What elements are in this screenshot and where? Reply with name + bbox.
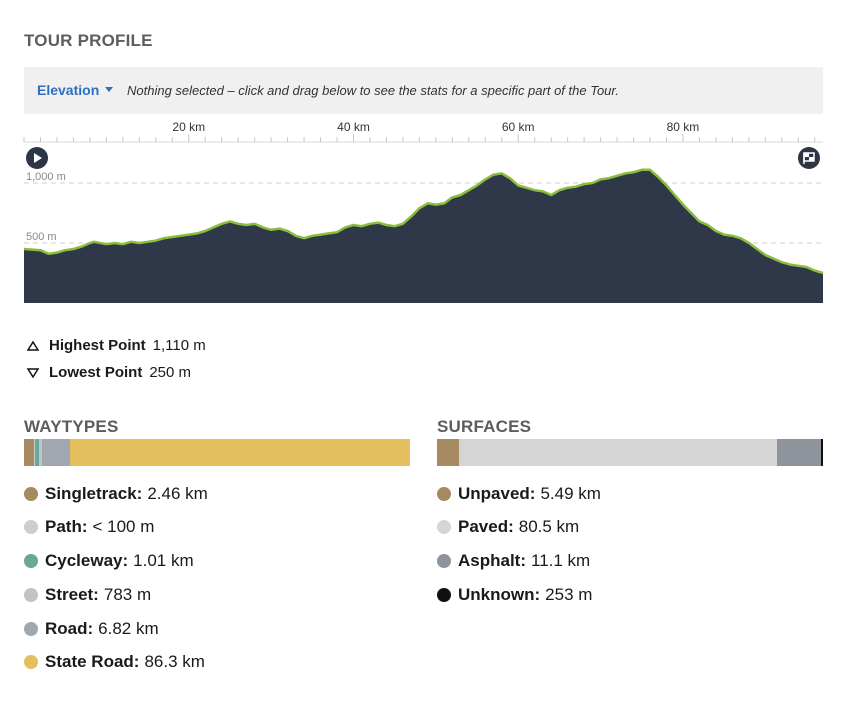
legend-name: Cycleway: [45, 551, 129, 570]
legend-value: 5.49 km [540, 484, 601, 503]
waytype-legend-singletrack[interactable]: Singletrack: 2.46 km [24, 484, 208, 504]
play-icon [34, 153, 42, 163]
elevation-profile-chart[interactable]: 20 km 40 km 60 km 80 km 1,000 m 500 m [0, 114, 842, 306]
waytype-segment-2[interactable] [35, 439, 40, 466]
waytype-segment-3[interactable] [39, 439, 43, 466]
waytype-segment-0[interactable] [24, 439, 35, 466]
surface-legend-unknown[interactable]: Unknown: 253 m [437, 585, 592, 605]
surface-legend-paved[interactable]: Paved: 80.5 km [437, 517, 579, 537]
legend-value: 1.01 km [133, 551, 194, 570]
triangle-up-icon [26, 340, 40, 351]
finish-marker[interactable] [798, 147, 820, 169]
profile-toolbar: Elevation Nothing selected – click and d… [24, 67, 823, 114]
lowest-point-label: Lowest Point [49, 364, 143, 381]
legend-name: Paved: [458, 517, 514, 536]
legend-name: State Road: [45, 652, 140, 671]
start-marker[interactable] [26, 147, 48, 169]
legend-value: 253 m [545, 585, 593, 604]
color-dot-icon [24, 487, 38, 501]
legend-name: Road: [45, 619, 94, 638]
elevation-area [24, 169, 823, 303]
legend-name: Singletrack: [45, 484, 143, 503]
page-title: TOUR PROFILE [24, 31, 153, 50]
surfaces-title: SURFACES [437, 417, 532, 436]
surface-segment-1[interactable] [458, 439, 778, 466]
legend-value: 783 m [103, 585, 152, 604]
y-tick-label: 500 m [26, 231, 57, 243]
color-dot-icon [24, 588, 38, 602]
color-dot-icon [24, 622, 38, 636]
metric-dropdown-label: Elevation [37, 82, 100, 98]
legend-name: Path: [45, 517, 88, 536]
waytype-legend-road[interactable]: Road: 6.82 km [24, 619, 159, 639]
highest-point-value: 1,110 m [152, 337, 206, 354]
highest-point-row: Highest Point 1,110 m [26, 337, 206, 354]
color-dot-icon [437, 554, 451, 568]
x-tick-label: 80 km [667, 120, 700, 134]
surface-segment-2[interactable] [777, 439, 822, 466]
waytype-legend-path[interactable]: Path: < 100 m [24, 517, 154, 537]
waytype-legend-street[interactable]: Street: 783 m [24, 585, 151, 605]
legend-value: 86.3 km [144, 652, 205, 671]
selection-hint: Nothing selected – click and drag below … [127, 83, 619, 98]
surfaces-bar[interactable] [437, 439, 823, 466]
color-dot-icon [24, 655, 38, 669]
color-dot-icon [437, 588, 451, 602]
waytype-legend-cycleway[interactable]: Cycleway: 1.01 km [24, 551, 194, 571]
color-dot-icon [437, 520, 451, 534]
surface-legend-unpaved[interactable]: Unpaved: 5.49 km [437, 484, 601, 504]
x-tick-label: 60 km [502, 120, 535, 134]
x-tick-label: 40 km [337, 120, 370, 134]
color-dot-icon [24, 520, 38, 534]
caret-down-icon [105, 87, 114, 92]
legend-value: 6.82 km [98, 619, 159, 638]
surface-legend-asphalt[interactable]: Asphalt: 11.1 km [437, 551, 590, 571]
surface-segment-0[interactable] [437, 439, 459, 466]
lowest-point-row: Lowest Point 250 m [26, 364, 191, 381]
surface-segment-3[interactable] [821, 439, 823, 466]
legend-value: 11.1 km [531, 551, 591, 570]
waytype-segment-5[interactable] [69, 439, 410, 466]
legend-name: Unpaved: [458, 484, 536, 503]
y-tick-label: 1,000 m [26, 171, 66, 183]
legend-value: < 100 m [92, 517, 155, 536]
waytype-segment-4[interactable] [42, 439, 70, 466]
lowest-point-value: 250 m [149, 364, 192, 381]
highest-point-label: Highest Point [49, 337, 146, 354]
waytype-legend-state-road[interactable]: State Road: 86.3 km [24, 652, 205, 672]
color-dot-icon [437, 487, 451, 501]
legend-name: Unknown: [458, 585, 541, 604]
elevation-profile-svg[interactable]: 20 km 40 km 60 km 80 km 1,000 m 500 m [0, 114, 842, 306]
waytype-segment-1[interactable] [34, 439, 36, 466]
finish-flag-icon [803, 152, 815, 164]
legend-name: Street: [45, 585, 99, 604]
waytypes-bar[interactable] [24, 439, 410, 466]
elevation-line [23, 168, 824, 275]
triangle-down-icon [26, 367, 40, 378]
waytypes-title: WAYTYPES [24, 417, 119, 436]
legend-name: Asphalt: [458, 551, 526, 570]
legend-value: 2.46 km [147, 484, 208, 503]
metric-dropdown[interactable]: Elevation [37, 82, 114, 98]
legend-value: 80.5 km [518, 517, 580, 536]
x-tick-label: 20 km [172, 120, 205, 134]
color-dot-icon [24, 554, 38, 568]
